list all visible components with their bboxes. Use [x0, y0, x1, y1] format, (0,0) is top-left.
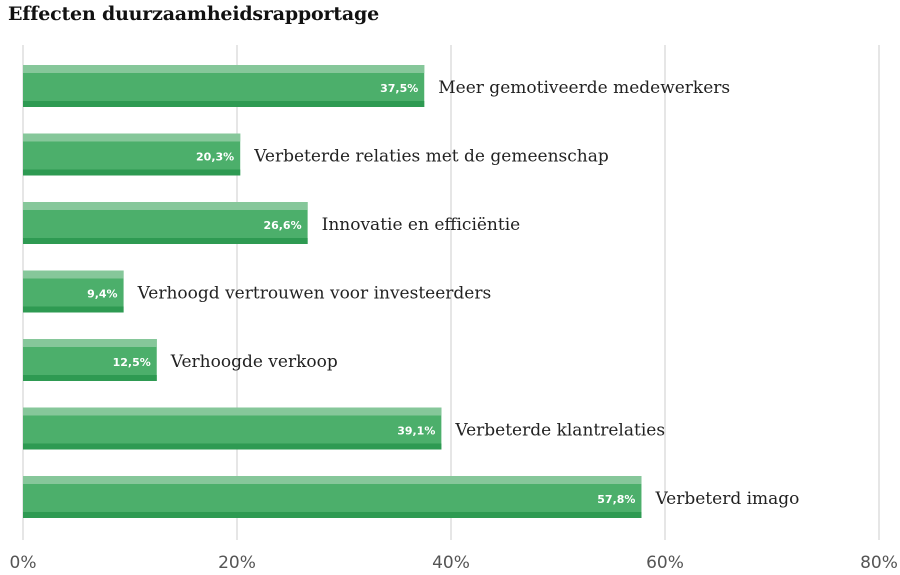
x-tick-label: 0% — [10, 553, 37, 573]
bar-group: 39,1% Verbeterde klantrelaties — [23, 407, 665, 450]
bar-highlight — [23, 202, 308, 210]
bar-shadow — [23, 306, 124, 313]
bar-shadow — [23, 443, 442, 450]
bar-group: 12,5% Verhoogde verkoop — [23, 339, 338, 381]
value-label: 26,6% — [263, 219, 301, 232]
value-label: 37,5% — [380, 82, 418, 95]
x-tick-label: 20% — [218, 553, 256, 573]
bar-highlight — [23, 476, 642, 484]
bar-highlight — [23, 133, 241, 142]
category-label: Verbeterd imago — [654, 489, 799, 509]
category-label: Meer gemotiveerde medewerkers — [438, 78, 730, 98]
bar-highlight — [23, 339, 157, 347]
bar-group: 26,6% Innovatie en efficiëntie — [23, 202, 520, 244]
x-tick-label: 80% — [860, 553, 898, 573]
value-label: 20,3% — [196, 151, 234, 164]
bar-highlight — [23, 270, 124, 279]
category-label: Verhoogd vertrouwen voor investeerders — [137, 284, 492, 304]
bar-group: 57,8% Verbeterd imago — [23, 476, 799, 518]
bar-highlight — [23, 407, 442, 416]
value-label: 57,8% — [597, 493, 635, 506]
bar-group: 37,5% Meer gemotiveerde medewerkers — [23, 65, 730, 107]
bar-shadow — [23, 101, 425, 107]
category-label: Verbeterde klantrelaties — [454, 421, 665, 441]
bar-group: 20,3% Verbeterde relaties met de gemeensc… — [23, 133, 609, 176]
x-tick-label: 40% — [432, 553, 470, 573]
bar-highlight — [23, 65, 425, 73]
bar-shadow — [23, 512, 642, 518]
chart-title: Effecten duurzaamheidsrapportage — [8, 3, 379, 25]
x-tick-label: 60% — [646, 553, 684, 573]
value-label: 9,4% — [87, 288, 118, 301]
bar-group: 9,4% Verhoogd vertrouwen voor investeerde… — [23, 270, 492, 313]
bars: 37,5% Meer gemotiveerde medewerkers 20,3% V… — [23, 65, 799, 518]
value-label: 12,5% — [113, 356, 151, 369]
bar-shadow — [23, 238, 308, 244]
value-label: 39,1% — [397, 425, 435, 438]
category-label: Verhoogde verkoop — [170, 352, 338, 372]
x-axis: 0% 20% 40% 60% 80% — [10, 553, 898, 573]
category-label: Verbeterde relaties met de gemeenschap — [253, 147, 609, 167]
category-label: Innovatie en efficiëntie — [322, 215, 521, 235]
bar-shadow — [23, 375, 157, 381]
bar-shadow — [23, 169, 241, 176]
